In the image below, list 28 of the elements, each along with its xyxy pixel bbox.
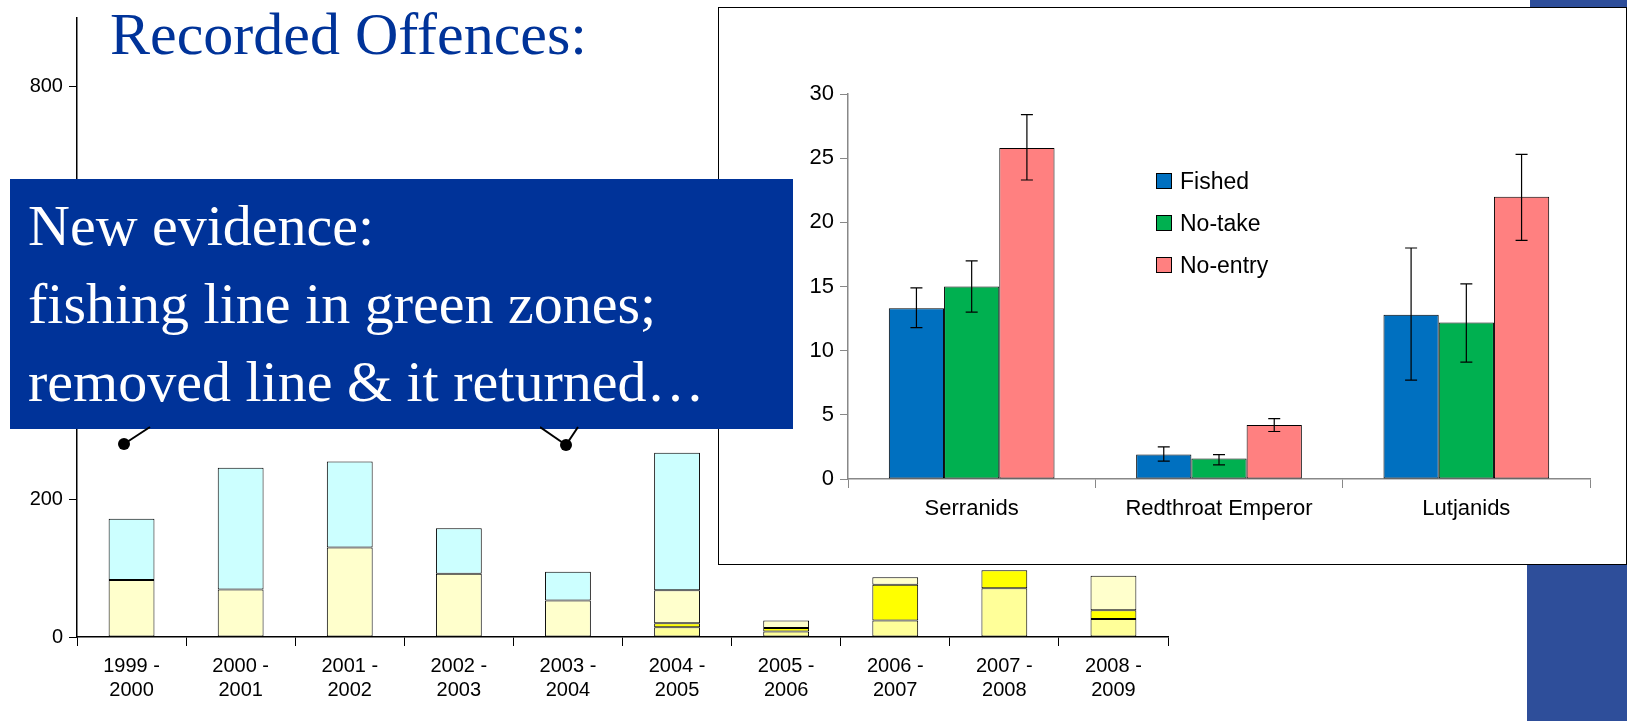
legend-label: Fished	[1180, 167, 1250, 195]
y-tick-label: 800	[29, 74, 63, 97]
y-tick-label: 200	[29, 486, 63, 509]
x-tick-label: 2007 - 2008	[975, 653, 1033, 700]
legend-label: No-entry	[1180, 251, 1269, 279]
y-tick-label: 0	[51, 624, 63, 647]
y-tick-label: 20	[809, 208, 834, 234]
x-tick-label: Redthroat Emperor	[1125, 495, 1313, 521]
x-tick-label: Lutjanids	[1422, 495, 1511, 521]
y-tick-label: 25	[809, 144, 834, 170]
y-tick-label: 15	[809, 272, 834, 298]
x-tick-label: 2008 - 2009	[1085, 653, 1142, 700]
y-tick-label: 5	[821, 400, 834, 426]
y-tick-label: 10	[809, 336, 834, 362]
x-tick-label: 2003 - 2004	[539, 653, 597, 700]
x-tick-label: 2000 - 2001	[212, 653, 270, 700]
x-tick-label: 2006 - 2007	[866, 653, 924, 700]
x-tick-label: 2002 - 2003	[430, 653, 488, 700]
x-tick-label: Serranids	[924, 495, 1019, 521]
chart-title: Recorded Offences:	[110, 0, 588, 69]
y-tick-label: 30	[809, 80, 834, 106]
x-tick-label: 2005 - 2006	[757, 653, 815, 700]
legend-label: No-take	[1180, 209, 1261, 237]
callout-box: New evidence: fishing line in green zones; removed line & it returned…	[10, 179, 793, 429]
x-tick-label: 1999 - 2000	[103, 653, 160, 700]
x-tick-label: 2004 - 2005	[648, 653, 706, 700]
x-tick-label: 2001 - 2002	[321, 653, 379, 700]
y-tick-label: 0	[821, 465, 834, 491]
